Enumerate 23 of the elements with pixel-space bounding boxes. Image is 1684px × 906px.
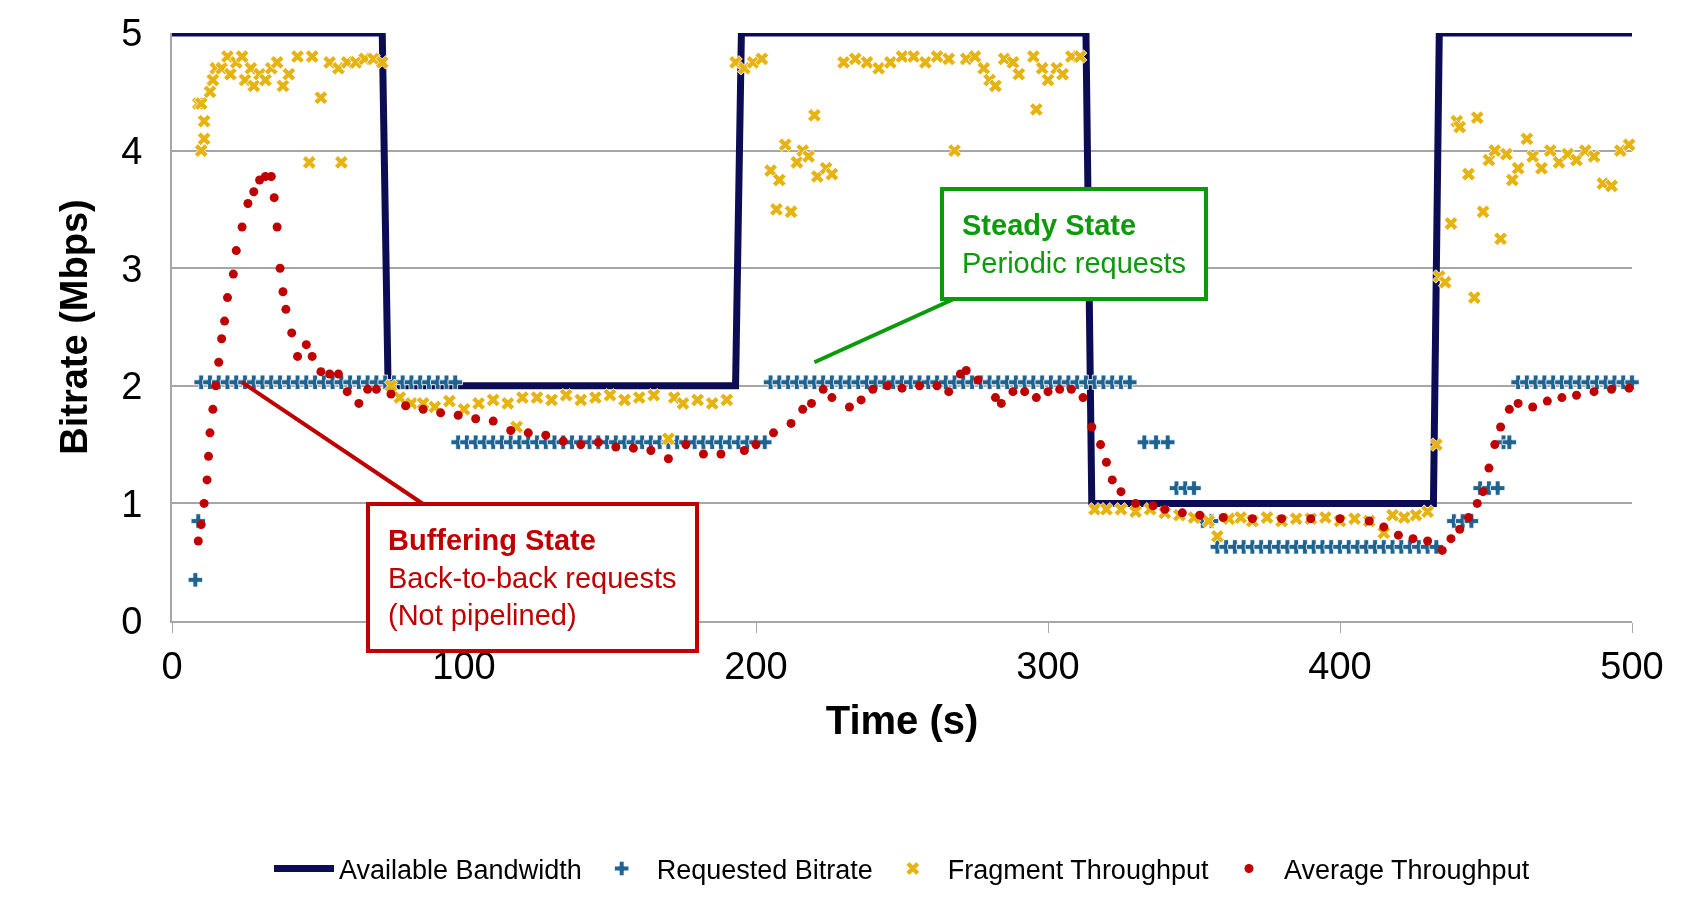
legend-label: Average Throughput: [1283, 855, 1530, 886]
x-tick-label: 100: [432, 644, 496, 687]
legend-label: Requested Bitrate: [656, 855, 873, 886]
annotation: (Not pipelined): [388, 599, 577, 632]
legend-label: Fragment Throughput: [947, 855, 1209, 886]
x-tick-label: 500: [1600, 644, 1664, 687]
y-tick-label: 3: [121, 247, 143, 290]
annotation: Back-to-back requests: [388, 561, 677, 594]
y-tick-label: 5: [121, 12, 143, 55]
y-tick-label: 4: [121, 129, 143, 172]
annotation: Steady State: [962, 209, 1137, 241]
x-axis-title: Time (s): [825, 697, 979, 742]
annotation: Periodic requests: [962, 246, 1187, 279]
annotation: Buffering State: [388, 524, 596, 556]
legend-label: Available Bandwidth: [339, 855, 582, 886]
y-axis-title: Bitrate (Mbps): [52, 199, 95, 455]
y-tick-label: 2: [121, 365, 143, 408]
y-tick-label: 0: [121, 600, 143, 643]
x-tick-label: 300: [1016, 644, 1080, 687]
x-tick-label: 0: [161, 644, 183, 687]
y-tick-label: 1: [121, 482, 143, 525]
x-tick-label: 200: [724, 644, 788, 687]
x-tick-label: 400: [1308, 644, 1372, 687]
